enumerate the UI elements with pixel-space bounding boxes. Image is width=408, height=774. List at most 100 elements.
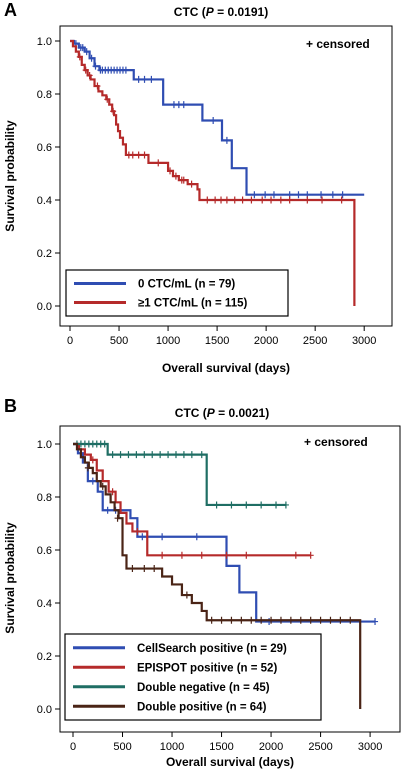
censored-mark (89, 477, 96, 485)
legend-label: ≥1 CTC/mL (n = 115) (138, 298, 247, 310)
censored-mark (223, 196, 230, 204)
x-tick-label: 3000 (352, 335, 376, 347)
censored-mark (135, 75, 142, 83)
censored-mark (141, 565, 148, 573)
censored-mark (210, 117, 217, 124)
censored-mark (287, 616, 294, 624)
censored-mark (172, 451, 179, 459)
censored-annotation: + censored (306, 37, 370, 51)
panel-b-label: B (4, 396, 17, 416)
censored-mark (148, 75, 155, 83)
survival-curve-series-3 (73, 442, 286, 507)
censored-mark (212, 196, 219, 204)
censored-mark (372, 618, 379, 626)
censored-mark (109, 488, 116, 496)
censored-mark (180, 451, 187, 459)
censored-mark (104, 506, 111, 514)
x-tick-label: 2500 (303, 335, 327, 347)
legend-label: CellSearch positive (n = 29) (137, 643, 287, 655)
y-tick-label: 1.0 (37, 36, 52, 48)
censored-mark (258, 501, 265, 509)
legend-label: 0 CTC/mL (n = 79) (138, 279, 235, 291)
censored-mark (139, 533, 146, 541)
legend: 0 CTC/mL (n = 79) ≥1 CTC/mL (n = 115) (65, 269, 289, 317)
km-chart-a: CTC (P = 0.0191) + censored 0 500 1000 1500… (3, 5, 393, 375)
censored-mark (268, 196, 275, 204)
title-suffix: = 0.0191) (214, 5, 268, 19)
survival-curves (70, 39, 365, 306)
censored-mark (133, 451, 140, 459)
censored-mark (141, 75, 148, 83)
x-tick-label: 1500 (205, 335, 229, 347)
censored-mark (231, 196, 238, 204)
censored-mark (292, 551, 299, 559)
survival-curve-series-2 (70, 39, 356, 306)
censored-mark (180, 101, 187, 109)
censored-mark (338, 196, 345, 204)
censored-mark (259, 196, 266, 204)
legend-box (65, 269, 289, 317)
y-tick-label: 0.4 (37, 195, 52, 207)
survival-curve-series-1 (73, 442, 376, 623)
x-tick-label: 3000 (358, 741, 382, 753)
axes: 0 500 1000 1500 2000 2500 3000 0.0 0.2 0.4 0.6 0.8 1… (37, 36, 377, 347)
censored-mark (339, 191, 346, 199)
censored-mark (228, 616, 235, 624)
x-tick-label: 500 (113, 741, 131, 753)
censored-mark (157, 451, 164, 459)
censored-mark (286, 196, 293, 204)
censored-mark (218, 616, 225, 624)
title-suffix: = 0.0021) (215, 406, 269, 420)
censored-mark (149, 451, 156, 459)
censored-mark (228, 501, 235, 509)
censored-annotation: + censored (304, 435, 368, 449)
x-tick-label: 1000 (156, 335, 180, 347)
censored-mark (347, 616, 354, 624)
censored-mark (188, 180, 195, 188)
censored-mark (110, 107, 117, 115)
censored-mark (270, 191, 277, 199)
censored-mark (258, 616, 265, 624)
censored-mark (167, 167, 174, 175)
survival-curves (73, 440, 379, 709)
title-prefix: CTC ( (174, 5, 206, 19)
y-axis-label: Survival probability (3, 522, 17, 634)
legend: CellSearch positive (n = 29) EPISPOT posi… (64, 633, 322, 721)
x-axis-label: Overall survival (days) (162, 361, 290, 375)
censored-mark (198, 451, 205, 459)
censored-mark (277, 616, 284, 624)
censored-mark (122, 66, 129, 74)
legend-label: EPISPOT positive (n = 52) (137, 662, 277, 674)
censored-mark (304, 196, 311, 204)
censored-mark (178, 551, 185, 559)
censored-mark (243, 551, 250, 559)
censored-mark (82, 66, 89, 74)
censored-mark (117, 451, 124, 459)
censored-mark (129, 151, 136, 159)
x-tick-label: 2000 (254, 335, 278, 347)
x-tick-label: 500 (110, 335, 128, 347)
x-tick-label: 2500 (308, 741, 332, 753)
title-prefix: CTC ( (175, 406, 207, 420)
censored-mark (295, 191, 302, 199)
censored-mark (188, 451, 195, 459)
censored-mark (109, 451, 116, 459)
censored-mark (141, 451, 148, 459)
censored-mark (134, 527, 141, 535)
censored-mark (262, 191, 269, 199)
chart-title: CTC (P = 0.0021) (175, 406, 269, 420)
censored-mark (88, 54, 95, 62)
censored-mark (83, 48, 90, 56)
survival-curve-series-4 (73, 442, 362, 709)
censored-mark (307, 616, 314, 624)
censored-mark (204, 196, 211, 204)
censored-mark (238, 616, 245, 624)
survival-curve-series-1 (70, 39, 365, 196)
censored-mark (76, 53, 83, 61)
title-p: P (206, 5, 215, 19)
censored-mark (104, 95, 111, 103)
y-tick-label: 0.8 (37, 492, 52, 504)
censored-mark (243, 501, 250, 509)
censored-mark (268, 616, 275, 624)
censored-mark (151, 565, 158, 573)
